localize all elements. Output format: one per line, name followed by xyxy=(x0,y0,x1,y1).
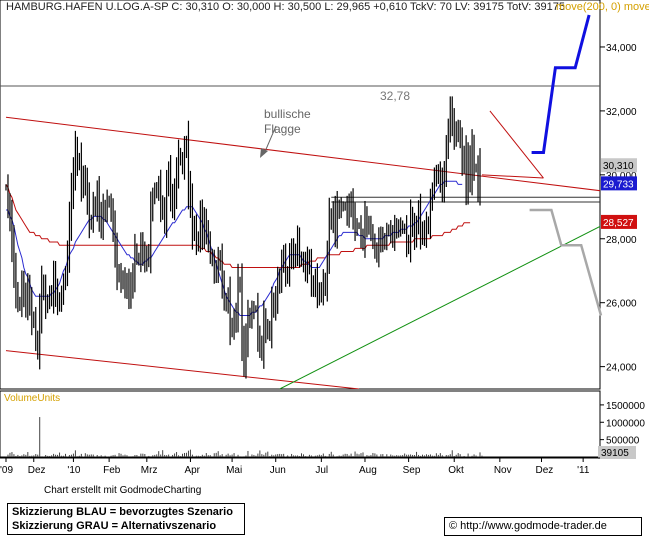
price-tick-label: 28,000 xyxy=(606,235,637,246)
time-tick-label: '11 xyxy=(577,465,590,476)
preferred-scenario-path xyxy=(531,14,591,154)
time-tick-label: Mai xyxy=(226,465,242,476)
price-tick-label: 32,000 xyxy=(606,107,637,118)
volume-series-label: VolumeUnits xyxy=(4,393,60,404)
time-tick-label: Mrz xyxy=(141,465,158,476)
pattern-label: Flagge xyxy=(264,122,301,136)
price-panel-frame xyxy=(0,0,601,390)
time-tick-label: Dez xyxy=(535,465,553,476)
time-tick-label: '10 xyxy=(67,465,80,476)
time-tick-label: '09 xyxy=(0,465,13,476)
volume-panel-frame xyxy=(0,390,601,458)
resistance-level-label: 32,78 xyxy=(380,89,410,103)
legend-grey-scenario: Skizzierung GRAU = Alternativszenario xyxy=(12,520,217,532)
last-price-badge-bg xyxy=(601,158,637,173)
trendline-green xyxy=(279,225,600,389)
chart-header: HAMBURG.HAFEN U.LOG.A-SP C: 30,310 O: 30… xyxy=(6,1,565,13)
volume-tick-label: 1500000 xyxy=(606,401,645,412)
volume-tick-label: 1000000 xyxy=(606,418,645,429)
pattern-label: bullische xyxy=(264,107,311,121)
price-tick-label: 30,000 xyxy=(606,171,637,182)
time-tick-label: Nov xyxy=(494,465,512,476)
price-tick-label: 26,000 xyxy=(606,299,637,310)
time-tick-label: Okt xyxy=(448,465,464,476)
moving-average-label: move(200, 0) movez xyxy=(556,1,649,13)
price-plot-area xyxy=(0,85,600,389)
volume-panel: VolumeUnits 500000 1000000 1500000 39105 xyxy=(0,390,645,459)
time-tick-label: Dez xyxy=(28,465,46,476)
time-tick-label: Jun xyxy=(270,465,286,476)
ma-short-badge-bg xyxy=(601,176,637,191)
pattern-arrow xyxy=(263,125,277,155)
chart-credit: Chart erstellt mit GodmodeCharting xyxy=(44,485,202,496)
price-panel: 24,000 26,000 28,000 30,000 32,000 34,000 bull… xyxy=(0,0,637,390)
flag-bottom-line xyxy=(481,174,544,179)
time-tick-label: Apr xyxy=(184,465,200,476)
scenario-legend: Skizzierung BLAU = bevorzugtes Szenario … xyxy=(7,503,245,535)
volume-badge: 39105 xyxy=(601,448,629,459)
volume-badge-bg xyxy=(598,446,636,459)
legend-blue-scenario: Skizzierung BLAU = bevorzugtes Szenario xyxy=(12,506,233,518)
time-axis: '09 Dez '10 Feb Mrz Apr Mai Jun Jul Aug Sep Okt Nov D… xyxy=(0,457,600,476)
price-tick-label: 34,000 xyxy=(606,43,637,54)
moving-average-short xyxy=(6,180,463,316)
flag-top-line xyxy=(489,110,544,179)
ma-short-badge: 29,733 xyxy=(603,179,634,190)
price-tick-label: 24,000 xyxy=(606,363,637,374)
time-tick-label: Aug xyxy=(359,465,377,476)
ma-long-badge-bg xyxy=(601,214,637,229)
trendline-red-upper xyxy=(5,116,600,192)
ma-long-badge: 28,527 xyxy=(603,218,634,229)
time-tick-label: Jul xyxy=(315,465,328,476)
time-tick-label: Sep xyxy=(403,465,421,476)
volume-bars xyxy=(5,417,483,457)
last-price-badge: 30,310 xyxy=(603,161,634,172)
pattern-arrowhead xyxy=(260,148,268,158)
time-tick-label: Feb xyxy=(103,465,121,476)
volume-tick-label: 500000 xyxy=(606,436,640,447)
trendline-red-lower xyxy=(5,350,360,389)
alternative-scenario-path xyxy=(529,208,603,316)
source-link[interactable]: © http://www.godmode-trader.de xyxy=(444,517,642,536)
